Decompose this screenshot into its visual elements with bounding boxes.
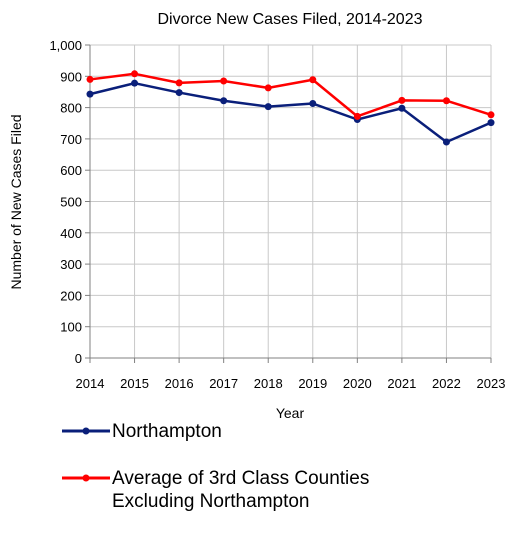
data-point-1 <box>487 111 495 119</box>
data-point-0 <box>220 97 228 105</box>
data-point-1 <box>86 75 94 83</box>
x-axis-label: Year <box>276 405 305 420</box>
legend-swatch-northampton <box>62 427 110 435</box>
legend-swatch-average <box>62 474 110 482</box>
data-point-0 <box>309 100 317 108</box>
gridlines <box>89 44 492 359</box>
x-tick-label: 2019 <box>298 376 327 391</box>
y-tick-label: 800 <box>60 101 82 116</box>
line-chart: Divorce New Cases Filed, 2014-2023 0 100 2… <box>8 11 506 420</box>
y-tick-label: 0 <box>75 351 82 366</box>
data-point-0 <box>86 90 94 98</box>
data-point-1 <box>264 84 272 92</box>
x-tick-label: 2017 <box>209 376 238 391</box>
x-tick-label: 2018 <box>254 376 283 391</box>
y-tick-label: 100 <box>60 320 82 335</box>
data-point-0 <box>264 103 272 111</box>
y-axis-label: Number of New Cases Filed <box>8 114 24 289</box>
chart-title: Divorce New Cases Filed, 2014-2023 <box>157 11 422 28</box>
legend-label-northampton: Northampton <box>112 421 222 442</box>
data-point-1 <box>220 77 228 85</box>
legend-item-average: Average of 3rd Class Counties Excluding … <box>62 467 502 513</box>
x-tick-label: 2014 <box>76 376 105 391</box>
x-tick-label: 2023 <box>477 376 506 391</box>
y-tick-label: 700 <box>60 132 82 147</box>
data-point-0 <box>487 119 495 127</box>
axes <box>85 44 492 363</box>
x-tick-label: 2015 <box>120 376 149 391</box>
y-tick-label: 300 <box>60 257 82 272</box>
y-tick-label: 200 <box>60 288 82 303</box>
y-tick-label: 1,000 <box>49 38 82 53</box>
legend: Northampton Average of 3rd Class Countie… <box>62 420 502 537</box>
x-tick-label: 2021 <box>387 376 416 391</box>
y-tick-label: 900 <box>60 69 82 84</box>
data-point-0 <box>442 138 450 146</box>
series-lines <box>86 70 495 146</box>
y-tick-label: 500 <box>60 195 82 210</box>
y-tick-label: 400 <box>60 226 82 241</box>
x-tick-label: 2016 <box>165 376 194 391</box>
x-tick-label: 2020 <box>343 376 372 391</box>
data-point-1 <box>398 96 406 104</box>
x-tick-label: 2022 <box>432 376 461 391</box>
data-point-0 <box>398 104 406 112</box>
data-point-1 <box>175 79 183 87</box>
legend-label-average: Average of 3rd Class Counties Excluding … <box>112 468 370 512</box>
x-tick-labels: 2014 2015 2016 2017 2018 2019 2020 2021 2022 2023 <box>76 376 506 391</box>
data-point-1 <box>353 112 361 120</box>
series-line-0 <box>89 81 492 144</box>
y-tick-labels: 0 100 200 300 400 500 600 700 800 900 1,000 <box>49 38 82 366</box>
series-line-1 <box>89 72 492 118</box>
legend-item-northampton: Northampton <box>62 420 502 443</box>
data-point-1 <box>131 70 139 78</box>
y-tick-label: 600 <box>60 163 82 178</box>
data-point-1 <box>309 76 317 84</box>
data-point-1 <box>442 97 450 105</box>
data-point-0 <box>131 79 139 87</box>
data-point-0 <box>175 89 183 97</box>
